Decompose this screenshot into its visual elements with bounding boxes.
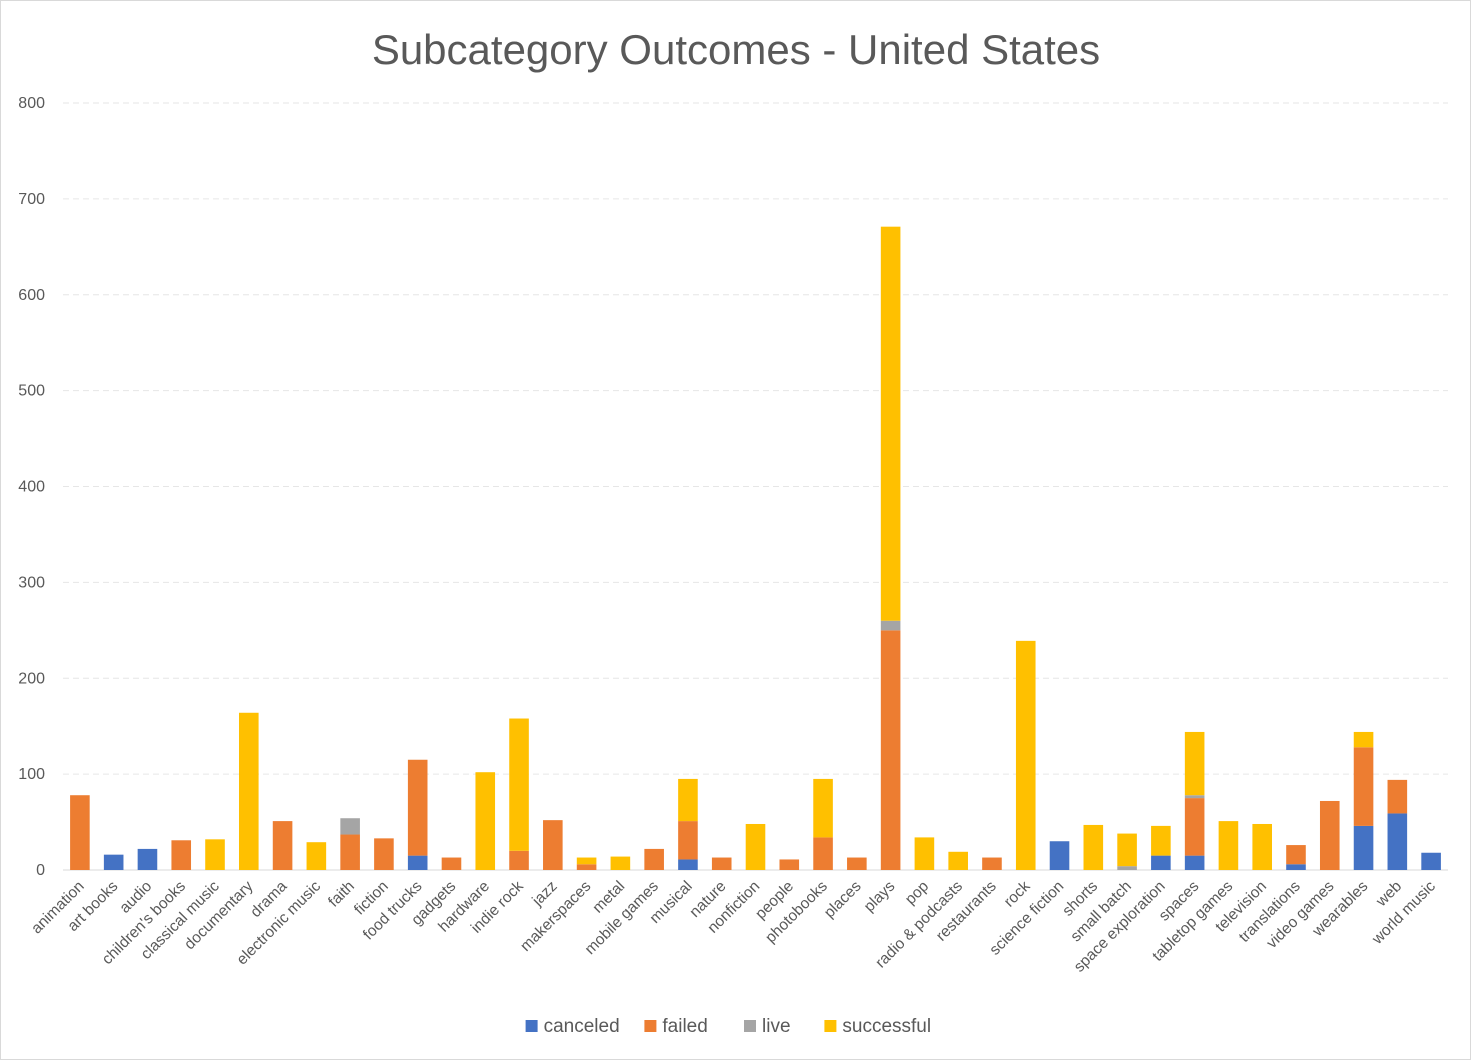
y-tick-label: 100 — [18, 766, 45, 783]
bar-segment-failed — [272, 821, 293, 870]
bar-segment-canceled — [678, 859, 698, 870]
bar-segment-failed — [407, 759, 428, 856]
bar-segment-canceled — [1387, 813, 1408, 870]
bar-segment-failed — [880, 630, 901, 870]
y-tick-label: 700 — [18, 191, 45, 208]
bar-segment-successful — [1015, 640, 1036, 870]
legend-label: failed — [662, 1016, 707, 1037]
bar-segment-failed — [576, 864, 597, 870]
bar-segment-failed — [1319, 800, 1340, 870]
bar-segment-successful — [745, 823, 766, 870]
bar-segment-successful — [576, 857, 597, 865]
chart-title: Subcategory Outcomes - United States — [372, 26, 1100, 73]
bar-segment-failed — [543, 820, 563, 870]
bar-segment-failed — [70, 795, 90, 870]
bar-segment-failed — [1184, 798, 1205, 856]
y-tick-label: 500 — [18, 383, 45, 400]
legend-swatch-successful — [824, 1020, 837, 1032]
bar-segment-successful — [1218, 821, 1239, 870]
bar-segment-successful — [1083, 824, 1104, 870]
bar-segment-canceled — [1151, 855, 1171, 870]
bar-segment-canceled — [407, 855, 428, 870]
bar-segment-successful — [1252, 823, 1273, 870]
bars — [70, 226, 1441, 870]
bar-segment-failed — [644, 848, 664, 870]
x-tick-label: plays — [861, 878, 899, 916]
bar-segment-live — [880, 620, 901, 631]
x-tick-label: places — [821, 878, 865, 922]
bar-segment-successful — [948, 851, 968, 870]
bar-segment-live — [1117, 866, 1137, 870]
bar-segment-successful — [1353, 731, 1374, 748]
bar-segment-successful — [205, 839, 225, 870]
bar-segment-failed — [847, 857, 867, 870]
bar-segment-successful — [610, 856, 631, 870]
x-tick-label: world music — [1368, 878, 1439, 949]
legend-label: canceled — [544, 1016, 620, 1037]
y-tick-label: 200 — [18, 670, 45, 687]
bar-segment-failed — [509, 850, 529, 870]
legend-label: live — [762, 1016, 791, 1037]
bar-segment-successful — [1151, 825, 1171, 856]
bar-segment-failed — [374, 838, 394, 870]
bar-segment-canceled — [1184, 855, 1205, 870]
bar-segment-failed — [1286, 845, 1306, 865]
bar-segment-failed — [171, 840, 192, 870]
bar-segment-canceled — [103, 854, 124, 870]
bar-segment-successful — [813, 778, 833, 838]
legend-label: successful — [842, 1016, 931, 1037]
bar-segment-failed — [779, 859, 800, 870]
y-tick-label: 600 — [18, 287, 45, 304]
bar-segment-live — [340, 818, 360, 835]
bar-segment-canceled — [1353, 825, 1374, 870]
y-axis-ticks: 0 100 200 300 400 500 600 700 800 — [18, 95, 45, 879]
bar-segment-failed — [982, 857, 1002, 870]
bar-segment-canceled — [1286, 864, 1306, 870]
y-tick-label: 800 — [18, 95, 45, 112]
legend-swatch-canceled — [525, 1020, 538, 1032]
bar-segment-successful — [306, 842, 327, 870]
bar-segment-failed — [1353, 747, 1374, 826]
bar-segment-canceled — [1049, 841, 1070, 870]
bar-segment-failed — [340, 834, 360, 870]
bar-segment-live — [1184, 795, 1205, 799]
bar-segment-failed — [678, 821, 698, 860]
gridlines — [63, 102, 1448, 871]
bar-segment-successful — [880, 226, 901, 621]
y-tick-label: 400 — [18, 479, 45, 496]
bar-segment-failed — [441, 857, 462, 870]
bar-segment-successful — [914, 837, 935, 870]
bar-segment-canceled — [137, 848, 158, 870]
bar-segment-failed — [711, 857, 732, 870]
bar-segment-canceled — [1421, 852, 1441, 870]
bar-segment-successful — [1117, 833, 1137, 867]
legend: canceled failed live successful — [525, 1016, 931, 1037]
y-tick-label: 300 — [18, 574, 45, 591]
bar-segment-successful — [475, 772, 496, 870]
bar-segment-successful — [509, 718, 529, 851]
bar-segment-successful — [238, 712, 259, 870]
y-tick-label: 0 — [36, 862, 45, 879]
legend-swatch-failed — [644, 1020, 657, 1032]
legend-swatch-live — [744, 1020, 756, 1032]
bar-segment-successful — [678, 778, 698, 822]
bar-segment-failed — [813, 837, 833, 870]
bar-segment-failed — [1387, 779, 1408, 814]
bar-segment-successful — [1184, 731, 1205, 796]
